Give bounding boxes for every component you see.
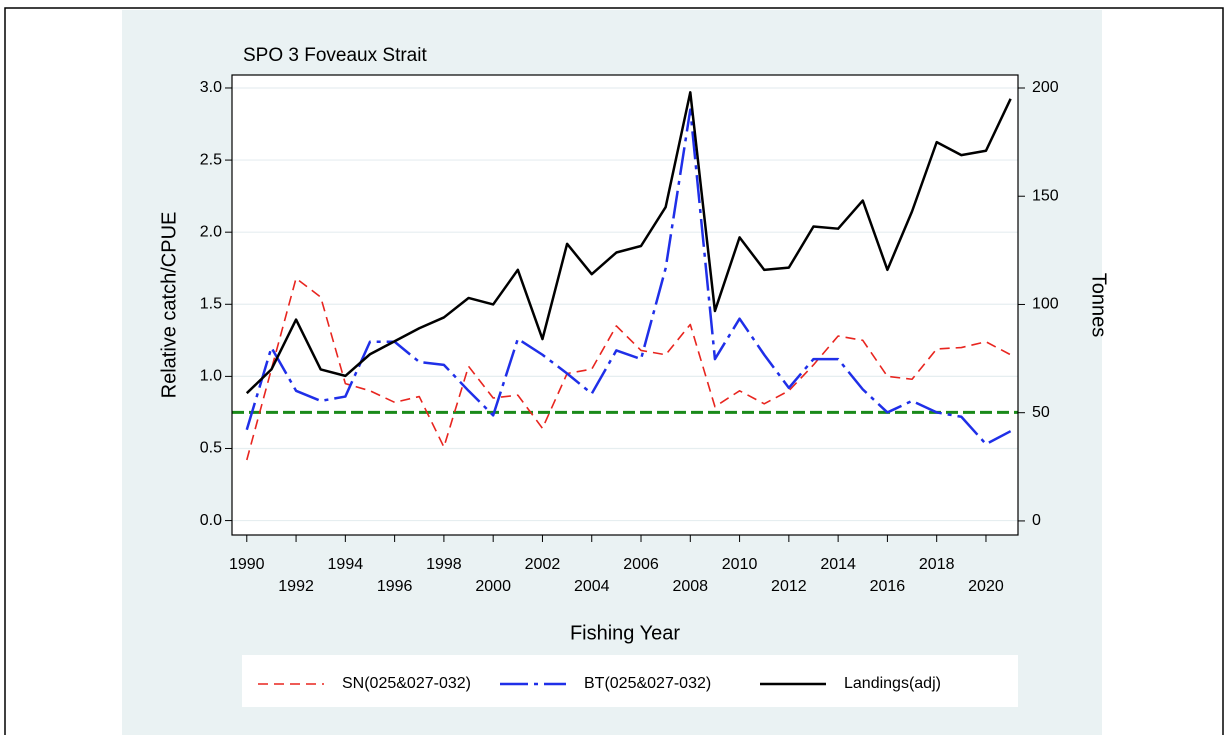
x-tick-label: 2016 [870, 578, 906, 595]
y-axis-label: Relative catch/CPUE [158, 212, 180, 399]
x-tick-label: 1996 [377, 578, 413, 595]
y2-tick-label: 200 [1032, 79, 1059, 96]
series-line [245, 108, 1012, 446]
x-tick-label: 2012 [771, 578, 807, 595]
legend [242, 655, 1018, 707]
x-tick-label: 2004 [574, 578, 610, 595]
plot-area [232, 75, 1018, 535]
x-tick-label: 2014 [820, 556, 856, 573]
y2-tick-label: 50 [1032, 404, 1050, 421]
y-tick-label: 0.0 [200, 512, 222, 529]
plot-frame [231, 74, 1019, 536]
x-tick-label: 2010 [722, 556, 758, 573]
y-tick-label: 1.5 [200, 295, 222, 312]
x-tick-label: 1994 [328, 556, 364, 573]
y2-tick-label: 0 [1032, 512, 1041, 529]
x-tick-label: 2020 [968, 578, 1004, 595]
legend-label: BT(025&027-032) [584, 675, 711, 692]
x-axis-label: Fishing Year [570, 622, 680, 644]
legend-label: Landings(adj) [844, 675, 941, 692]
x-tick-label: 1998 [426, 556, 462, 573]
x-tick-label: 2000 [475, 578, 511, 595]
y2-tick-label: 150 [1032, 187, 1059, 204]
y-tick-label: 1.0 [200, 368, 222, 385]
series-line [246, 277, 1011, 461]
x-tick-label: 1992 [278, 578, 314, 595]
x-tick-label: 2018 [919, 556, 955, 573]
chart-title: SPO 3 Foveaux Strait [243, 45, 427, 66]
y2-tick-label: 100 [1032, 296, 1059, 313]
legend-label: SN(025&027-032) [342, 675, 471, 692]
y-tick-label: 2.0 [200, 223, 222, 240]
x-tick-label: 2006 [623, 556, 659, 573]
x-tick-label: 2002 [525, 556, 561, 573]
x-tick-label: 2008 [672, 578, 708, 595]
y-tick-label: 3.0 [200, 79, 222, 96]
series-line [245, 91, 1012, 395]
x-tick-label: 1990 [229, 556, 265, 573]
y2-axis-label: Tonnes [1088, 273, 1110, 338]
y-tick-label: 0.5 [200, 440, 222, 457]
y-tick-label: 2.5 [200, 151, 222, 168]
